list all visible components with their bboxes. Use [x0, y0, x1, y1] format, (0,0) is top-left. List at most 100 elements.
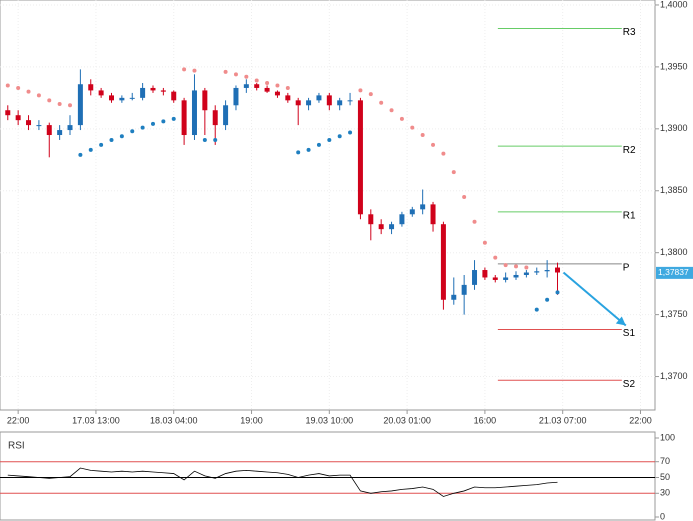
- y-tick-label: 1,3900: [660, 123, 688, 133]
- sar-dot: [368, 92, 373, 97]
- candle-body: [409, 209, 415, 215]
- candle-body: [129, 97, 135, 99]
- candle-body: [295, 100, 301, 106]
- y-tick-label: 50: [660, 472, 670, 482]
- candle-body: [357, 100, 363, 215]
- sar-dot: [399, 116, 404, 121]
- sar-dot: [161, 119, 166, 124]
- x-tick-label: 22:00: [629, 415, 652, 425]
- x-tick-label: 22:00: [7, 415, 30, 425]
- pivot-label: R3: [623, 27, 636, 38]
- candle-body: [285, 95, 291, 101]
- candle-body: [534, 271, 540, 273]
- candle-body: [212, 110, 218, 126]
- candle-body: [202, 90, 208, 111]
- candle-body: [140, 87, 146, 98]
- sar-dot: [109, 137, 114, 142]
- sar-dot: [47, 98, 52, 103]
- candle-body: [461, 284, 467, 295]
- candle-body: [326, 95, 332, 106]
- sar-dot: [119, 134, 124, 139]
- sar-dot: [99, 142, 104, 147]
- current-price-label: 1,37837: [658, 267, 689, 277]
- candle-body: [26, 120, 32, 126]
- sar-dot: [88, 147, 93, 152]
- sar-dot: [534, 307, 539, 312]
- sar-dot: [202, 137, 207, 142]
- sar-dot: [140, 125, 145, 130]
- sar-dot: [358, 88, 363, 93]
- sar-dot: [171, 116, 176, 121]
- sar-dot: [244, 74, 249, 79]
- sar-dot: [68, 103, 73, 108]
- candle-body: [544, 270, 550, 272]
- candle-body: [482, 270, 488, 278]
- sar-dot: [379, 100, 384, 105]
- candle-body: [513, 274, 519, 278]
- sar-dot: [296, 150, 301, 155]
- sar-dot: [213, 137, 218, 142]
- x-tick-label: 17.03 13:00: [72, 415, 120, 425]
- candle-body: [223, 105, 229, 126]
- candle-body: [160, 90, 166, 92]
- pivot-label: S1: [623, 328, 636, 339]
- sar-dot: [265, 80, 270, 85]
- pivot-label: S2: [623, 379, 636, 390]
- price-panel: [0, 0, 656, 411]
- sar-dot: [254, 78, 259, 83]
- candle-body: [451, 294, 457, 300]
- y-tick-label: 1,3700: [660, 371, 688, 381]
- sar-dot: [451, 170, 456, 175]
- sar-dot: [545, 297, 550, 302]
- y-tick-label: 1,3800: [660, 247, 688, 257]
- candle-body: [274, 91, 280, 96]
- sar-dot: [150, 121, 155, 126]
- y-tick-label: 70: [660, 456, 670, 466]
- sar-dot: [16, 85, 21, 90]
- candle-body: [378, 224, 384, 230]
- candle-body: [181, 100, 187, 136]
- y-tick-label: 1,3850: [660, 185, 688, 195]
- sar-dot: [192, 68, 197, 73]
- sar-dot: [503, 263, 508, 268]
- sar-dot: [78, 152, 83, 157]
- sar-dot: [410, 125, 415, 130]
- candle-body: [233, 87, 239, 106]
- candle-body: [98, 90, 104, 96]
- rsi-line: [7, 467, 558, 497]
- y-tick-label: 1,3950: [660, 61, 688, 71]
- pivot-label: R2: [623, 145, 636, 156]
- candle-body: [171, 91, 177, 101]
- sar-dot: [316, 142, 321, 147]
- sar-dot: [482, 240, 487, 245]
- candle-body: [191, 90, 197, 136]
- sar-dot: [462, 194, 467, 199]
- x-tick-label: 16:00: [474, 415, 497, 425]
- candle-body: [523, 272, 529, 275]
- candle-body: [337, 100, 343, 106]
- sar-dot: [306, 147, 311, 152]
- candle-body: [264, 87, 270, 92]
- sar-dot: [493, 255, 498, 260]
- sar-dot: [275, 83, 280, 88]
- sar-dot: [524, 265, 529, 270]
- candle-body: [316, 95, 322, 101]
- sar-dot: [285, 85, 290, 90]
- sar-dot: [389, 108, 394, 113]
- candle-body: [88, 84, 94, 91]
- y-tick-label: 1,4000: [660, 0, 688, 9]
- sar-dot: [182, 67, 187, 72]
- sar-dot: [514, 264, 519, 269]
- candle-body: [503, 277, 509, 280]
- sar-dot: [5, 83, 10, 88]
- candle-body: [150, 87, 156, 91]
- candle-body: [109, 95, 115, 101]
- candle-body: [430, 204, 436, 225]
- candle-body: [389, 224, 395, 230]
- candle-body: [440, 224, 446, 300]
- candle-body: [119, 97, 125, 101]
- pivot-label: R1: [623, 210, 636, 221]
- candle-body: [5, 110, 11, 116]
- sar-dot: [36, 93, 41, 98]
- candle-body: [67, 125, 73, 131]
